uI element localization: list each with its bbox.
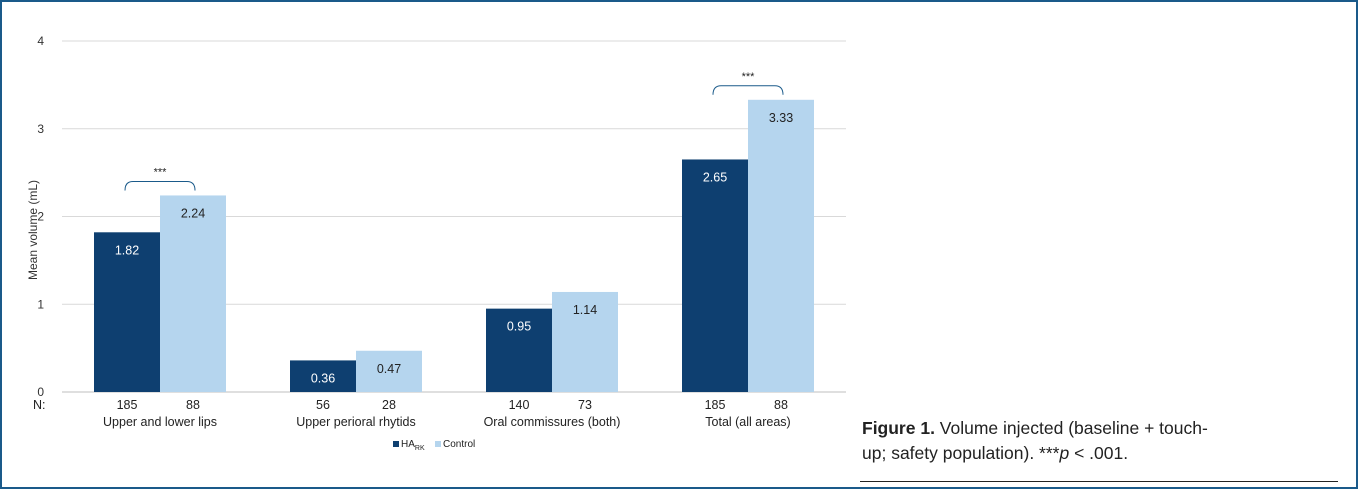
figure-caption: Figure 1. Volume injected (baseline + to… bbox=[862, 416, 1332, 466]
x-tick-label: Upper perioral rhytids bbox=[296, 415, 416, 429]
data-label: 0.36 bbox=[311, 371, 335, 385]
x-tick-label: Oral commissures (both) bbox=[484, 415, 621, 429]
legend-swatch-harK bbox=[393, 441, 399, 447]
n-label: 185 bbox=[705, 398, 726, 412]
y-tick-label: 4 bbox=[37, 34, 44, 48]
x-tick-label: Upper and lower lips bbox=[103, 415, 217, 429]
y-tick-label: 1 bbox=[37, 297, 44, 311]
n-label: 140 bbox=[509, 398, 530, 412]
legend-label-control: Control bbox=[443, 439, 475, 450]
n-label: 28 bbox=[382, 398, 396, 412]
data-label: 0.95 bbox=[507, 320, 531, 334]
significance-label: *** bbox=[742, 71, 756, 83]
data-label: 1.82 bbox=[115, 243, 139, 257]
n-prefix-label: N: bbox=[33, 398, 46, 412]
caption-text-line2: up; safety population). *** bbox=[862, 443, 1060, 463]
n-label: 185 bbox=[117, 398, 138, 412]
y-tick-label: 3 bbox=[37, 122, 44, 136]
bar-control bbox=[160, 195, 226, 392]
bar-harK bbox=[94, 232, 160, 392]
legend-label-subscript: RK bbox=[415, 445, 425, 452]
bar-control bbox=[748, 99, 814, 392]
data-label: 3.33 bbox=[769, 111, 793, 125]
significance-bracket bbox=[124, 180, 196, 191]
bar-control bbox=[552, 291, 618, 392]
caption-p-symbol: p bbox=[1059, 443, 1070, 463]
legend-label-harK: HARK bbox=[401, 439, 425, 452]
bar-harK bbox=[290, 360, 356, 392]
bar-control bbox=[356, 350, 422, 392]
bar-harK bbox=[682, 159, 748, 392]
data-label: 1.14 bbox=[573, 303, 597, 317]
n-label: 73 bbox=[578, 398, 592, 412]
y-axis-label: Mean volume (mL) bbox=[26, 180, 40, 280]
x-tick-label: Total (all areas) bbox=[705, 415, 790, 429]
bar-chart: 0 1 2 3 4 Mean volume (mL) 1.82 2.24 0.36 0.47 0… bbox=[26, 34, 846, 452]
caption-text-line1: Volume injected (baseline + touch- bbox=[934, 418, 1208, 438]
y-tick-label: 0 bbox=[37, 385, 44, 399]
data-label: 2.65 bbox=[703, 170, 727, 184]
legend-swatch-control bbox=[435, 441, 441, 447]
y-tick-label: 2 bbox=[37, 210, 44, 224]
data-label: 0.47 bbox=[377, 362, 401, 376]
n-label: 88 bbox=[186, 398, 200, 412]
significance-bracket bbox=[712, 85, 784, 95]
n-label: 88 bbox=[774, 398, 788, 412]
significance-label: *** bbox=[154, 166, 168, 178]
caption-rule bbox=[860, 481, 1338, 482]
n-label: 56 bbox=[316, 398, 330, 412]
caption-p-tail: < .001. bbox=[1069, 443, 1129, 463]
data-label: 2.24 bbox=[181, 206, 205, 220]
bar-harK bbox=[486, 308, 552, 392]
figure-label: Figure 1. bbox=[862, 418, 935, 438]
